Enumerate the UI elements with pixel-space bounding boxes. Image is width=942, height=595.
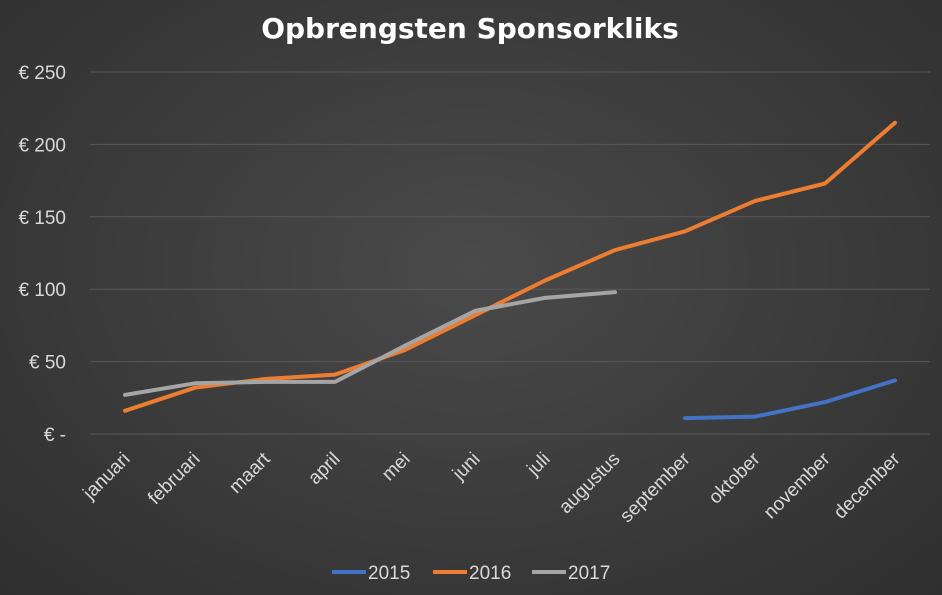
- y-tick-label: € 150: [18, 208, 66, 229]
- x-tick-label: april: [304, 449, 344, 489]
- grid: [90, 71, 930, 435]
- x-tick-label: september: [616, 448, 695, 527]
- series-lines: [123, 120, 897, 421]
- y-tick-label: € -: [44, 425, 66, 446]
- series-line-2016: [123, 120, 897, 413]
- y-axis-ticks: € - € 50 € 100 € 150 € 200 € 250: [18, 63, 66, 446]
- y-tick-label: € 200: [18, 135, 66, 156]
- y-tick-label: € 100: [18, 280, 66, 301]
- x-tick-label: oktober: [705, 448, 765, 508]
- x-tick-label: januari: [79, 449, 135, 505]
- series-line-2015: [683, 378, 897, 421]
- legend-label: 2015: [368, 563, 410, 584]
- x-tick-label: juni: [448, 449, 484, 485]
- legend-label: 2017: [568, 563, 610, 584]
- x-tick-label: juli: [523, 449, 555, 481]
- legend-label: 2016: [469, 563, 511, 584]
- x-axis-ticks: januari februari maart april mei juni juli augu…: [79, 448, 905, 527]
- y-tick-label: € 250: [18, 63, 66, 84]
- x-tick-label: november: [760, 448, 835, 523]
- chart-title: Opbrengsten Sponsorkliks: [261, 12, 679, 45]
- x-tick-label: augustus: [555, 449, 624, 518]
- x-tick-label: mei: [378, 449, 415, 486]
- x-tick-label: december: [830, 448, 905, 523]
- x-tick-label: maart: [225, 448, 275, 498]
- series-line-2017: [123, 290, 617, 397]
- x-tick-label: februari: [144, 449, 204, 509]
- y-tick-label: € 50: [29, 353, 66, 374]
- legend: 2015 2016 2017: [332, 563, 610, 584]
